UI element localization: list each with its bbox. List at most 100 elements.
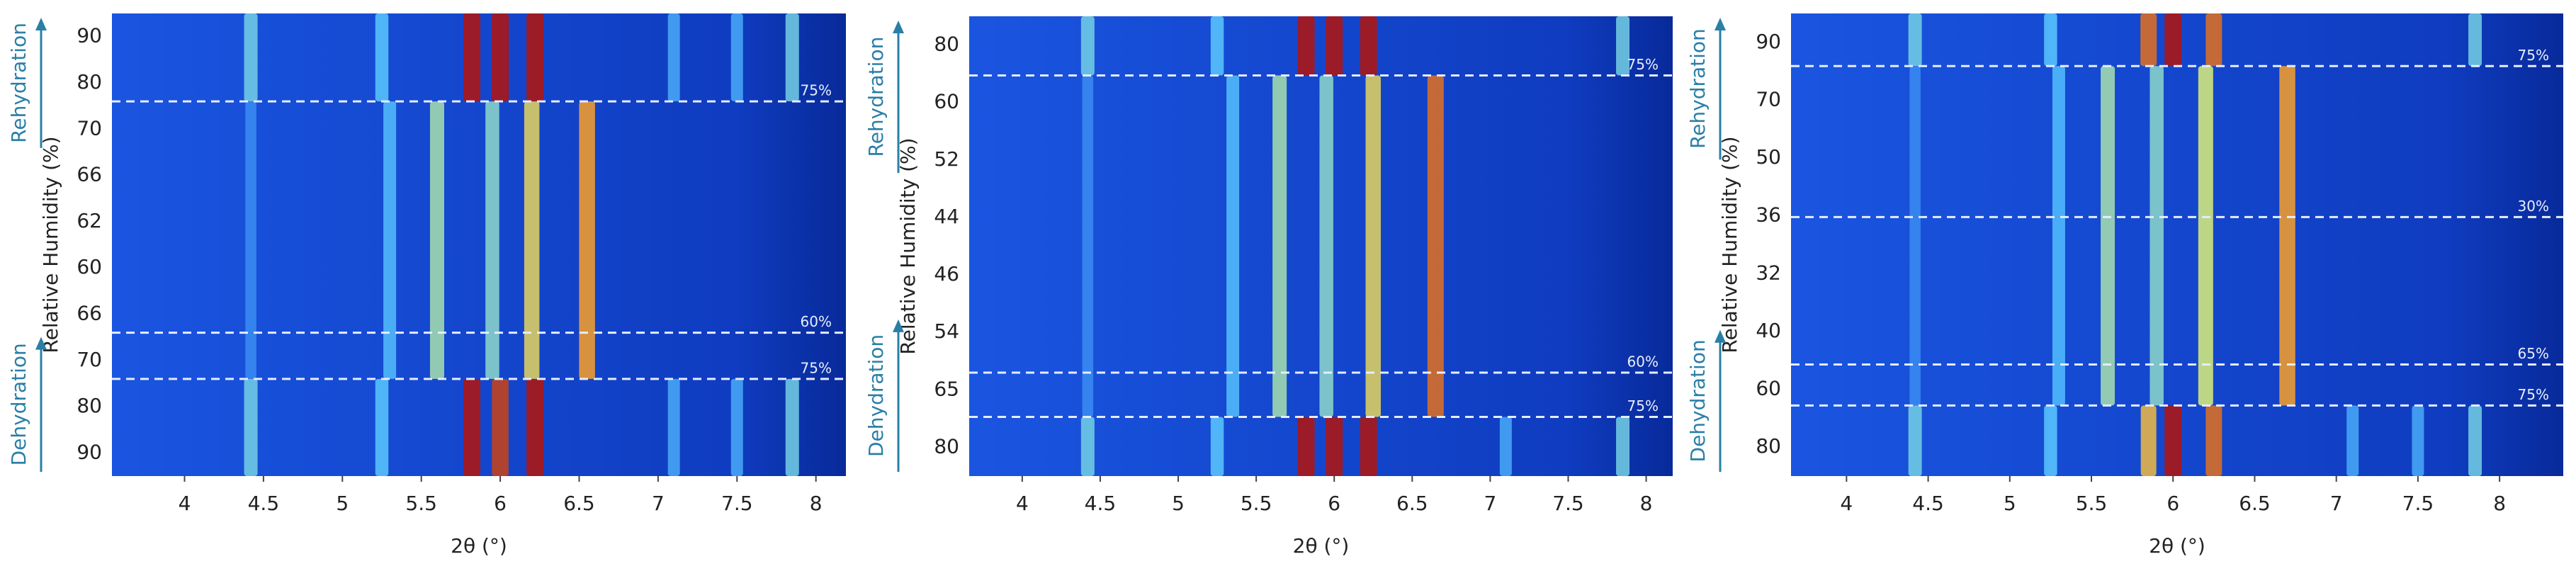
- peak-stripe: [2412, 405, 2424, 476]
- side-label: Rehydration: [864, 37, 888, 157]
- peak-stripe: [1319, 75, 1333, 417]
- peak-stripe: [2052, 66, 2065, 406]
- y-tick-label: 66: [77, 301, 102, 324]
- y-tick-label: 36: [1756, 203, 1781, 227]
- peak-stripe: [1365, 75, 1382, 417]
- y-tick-label: 60: [1756, 377, 1781, 400]
- peak-stripe: [526, 378, 544, 476]
- peak-stripe: [526, 13, 544, 102]
- peak-stripe: [485, 101, 499, 379]
- threshold-label: 75%: [801, 359, 832, 376]
- peak-stripe: [579, 101, 595, 379]
- y-tick-label: 70: [77, 116, 102, 140]
- peak-stripe: [1082, 75, 1094, 417]
- x-tick-label: 4: [179, 492, 191, 515]
- y-tick-label: 44: [934, 205, 959, 228]
- peak-stripe: [2205, 405, 2222, 476]
- x-tick-label: 6.5: [563, 492, 595, 515]
- threshold-label: 60%: [1627, 353, 1659, 370]
- y-tick-label: 90: [1756, 30, 1781, 53]
- peak-stripe: [1499, 417, 1512, 476]
- peak-stripe: [2205, 13, 2222, 67]
- peak-stripe: [1909, 66, 1921, 406]
- peak-stripe: [2164, 13, 2182, 67]
- peak-stripe: [1616, 417, 1630, 476]
- peak-stripe: [1326, 417, 1343, 476]
- peak-stripe: [1908, 405, 1922, 476]
- y-tick-label: 65: [934, 377, 959, 400]
- peak-stripe: [1297, 417, 1315, 476]
- peak-stripe: [1427, 75, 1444, 417]
- x-tick-label: 5: [1172, 492, 1185, 515]
- y-tick-label: 70: [1756, 87, 1781, 111]
- y-tick-label: 50: [1756, 145, 1781, 169]
- x-axis-label: 2θ (°): [2149, 534, 2205, 558]
- x-tick-label: 5.5: [405, 492, 437, 515]
- x-tick-label: 4: [1016, 492, 1029, 515]
- peak-stripe: [2468, 405, 2482, 476]
- peak-stripe: [245, 101, 256, 379]
- side-label: Dehydration: [7, 343, 30, 465]
- y-tick-label: 80: [77, 70, 102, 94]
- x-tick-label: 5.5: [1241, 492, 1272, 515]
- side-arrow-head: [35, 337, 47, 350]
- x-tick-label: 6.5: [1396, 492, 1428, 515]
- x-tick-label: 6: [494, 492, 507, 515]
- peak-stripe: [667, 378, 680, 476]
- x-tick-label: 7.5: [2402, 492, 2434, 515]
- y-tick-label: 80: [934, 434, 959, 458]
- peak-stripe: [492, 378, 509, 476]
- peak-stripe: [463, 378, 480, 476]
- peak-stripe: [244, 13, 258, 102]
- side-arrow-head: [1714, 18, 1726, 30]
- peak-stripe: [730, 378, 743, 476]
- peak-stripe: [2140, 13, 2157, 67]
- x-tick-label: 8: [810, 492, 823, 515]
- peak-stripe: [2150, 66, 2164, 406]
- threshold-label: 75%: [801, 82, 832, 99]
- y-tick-label: 32: [1756, 261, 1781, 284]
- peak-stripe: [2198, 66, 2213, 406]
- peak-stripe: [730, 13, 743, 102]
- peak-stripe: [2044, 13, 2057, 67]
- y-tick-label: 40: [1756, 319, 1781, 342]
- y-tick-label: 70: [77, 348, 102, 371]
- y-axis-label: Relative Humidity (%): [896, 137, 920, 354]
- peak-stripe: [2468, 13, 2482, 67]
- x-tick-label: 7: [1484, 492, 1496, 515]
- heatmap-panel: 75% 30% 65% 75% 4 4.5 5 5.5 6 6.5 7 7.5 8 90 70 50 36 32 4…: [1686, 13, 2563, 558]
- x-tick-label: 4: [1840, 492, 1853, 515]
- heatmap-panel: 75% 60% 75% 4 4.5 5 5.5 6 6.5 7 7.5 8 80 60 52 44 46 54 65…: [864, 16, 1673, 558]
- x-tick-label: 5.5: [2076, 492, 2108, 515]
- y-tick-label: 52: [934, 147, 959, 171]
- side-arrow-head: [1714, 329, 1726, 343]
- y-tick-label: 80: [934, 33, 959, 56]
- x-tick-label: 8: [2493, 492, 2506, 515]
- y-tick-label: 46: [934, 262, 959, 286]
- peak-stripe: [667, 13, 680, 102]
- side-arrow-head: [35, 18, 47, 30]
- threshold-label: 60%: [801, 313, 832, 330]
- peak-stripe: [524, 101, 540, 379]
- peak-stripe: [2140, 405, 2157, 476]
- threshold-label: 75%: [2518, 386, 2549, 403]
- y-tick-label: 54: [934, 320, 959, 343]
- threshold-label: 65%: [2518, 345, 2549, 362]
- y-tick-label: 90: [77, 24, 102, 47]
- peak-stripe: [375, 378, 389, 476]
- peak-stripe: [1210, 417, 1224, 476]
- x-tick-label: 7: [2330, 492, 2343, 515]
- x-tick-label: 6.5: [2239, 492, 2271, 515]
- x-tick-label: 5: [2004, 492, 2016, 515]
- y-tick-label: 60: [77, 255, 102, 278]
- peak-stripe: [1272, 75, 1287, 417]
- y-tick-label: 60: [934, 90, 959, 113]
- peak-stripe: [1908, 13, 1922, 67]
- threshold-label: 75%: [1627, 56, 1659, 73]
- peak-stripe: [2279, 66, 2295, 406]
- side-label: Rehydration: [1686, 28, 1710, 149]
- x-tick-label: 4.5: [1085, 492, 1117, 515]
- peak-stripe: [1226, 75, 1240, 417]
- y-tick-label: 62: [77, 209, 102, 232]
